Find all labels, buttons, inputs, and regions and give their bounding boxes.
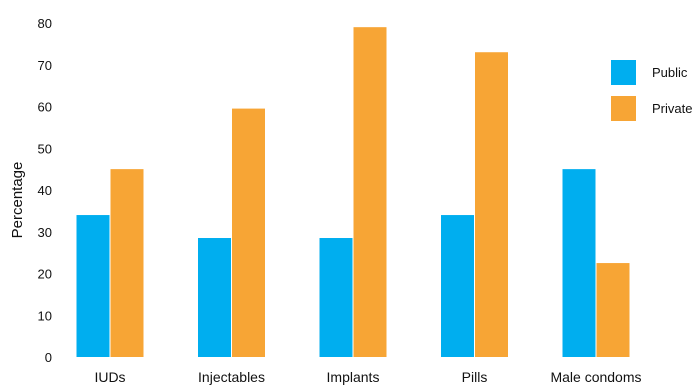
bar-public-iuds (76, 215, 110, 357)
legend-label-private: Private (652, 101, 692, 116)
y-tick-label: 50 (38, 141, 52, 156)
bar-public-male-condoms (562, 169, 596, 357)
y-axis-ticks: 0 10 20 30 40 50 60 70 80 (38, 16, 52, 365)
bar-private-male-condoms (596, 263, 630, 357)
x-tick-label: Implants (327, 369, 380, 385)
y-tick-label: 40 (38, 183, 52, 198)
y-tick-label: 10 (38, 308, 52, 323)
y-tick-label: 70 (38, 58, 52, 73)
bar-public-pills (441, 215, 474, 357)
legend-swatch-public (611, 60, 636, 85)
bars (76, 27, 630, 358)
legend-swatch-private (611, 96, 636, 121)
y-tick-label: 0 (45, 350, 52, 365)
legend: Public Private (611, 60, 692, 121)
legend-label-public: Public (652, 65, 688, 80)
bar-public-implants (319, 238, 353, 357)
y-tick-label: 80 (38, 16, 52, 31)
x-axis-labels: IUDs Injectables Implants Pills Male condoms (94, 369, 641, 385)
y-axis-title: Percentage (9, 162, 26, 239)
x-tick-label: Injectables (198, 369, 265, 385)
y-tick-label: 20 (38, 267, 52, 282)
x-tick-label: Pills (462, 369, 488, 385)
bar-public-injectables (198, 238, 231, 357)
x-tick-label: IUDs (94, 369, 125, 385)
bar-private-injectables (232, 108, 265, 358)
bar-private-iuds (110, 169, 144, 357)
bar-private-implants (353, 27, 387, 358)
y-tick-label: 60 (38, 100, 52, 115)
x-tick-label: Male condoms (550, 369, 641, 385)
y-tick-label: 30 (38, 225, 52, 240)
bar-private-pills (475, 52, 508, 357)
